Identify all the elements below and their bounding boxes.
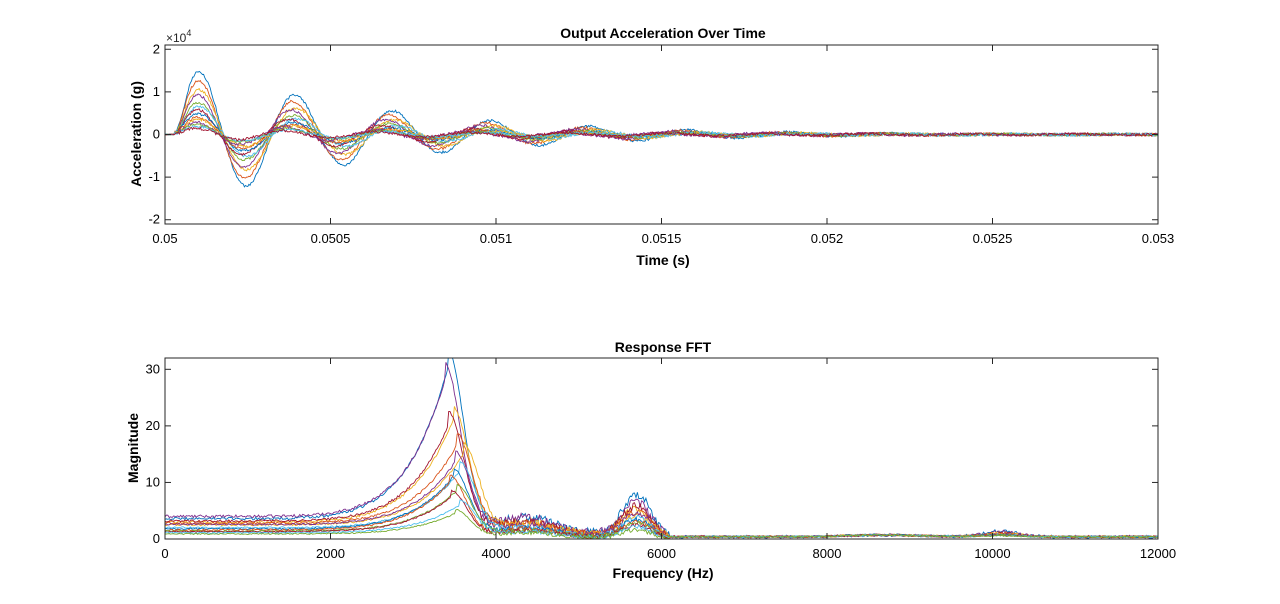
fft-x-tick-label: 2000 [316, 546, 345, 561]
fft-y-tick-label: 0 [153, 531, 160, 546]
acceleration-x-tick-label: 0.0505 [311, 231, 351, 246]
acceleration-x-tick-label: 0.0515 [642, 231, 682, 246]
fft-y-tick-label: 30 [146, 361, 160, 376]
acceleration-series-line [165, 125, 1158, 142]
acceleration-y-axis-label: Acceleration (g) [128, 81, 144, 187]
acceleration-series-line [165, 126, 1158, 142]
acceleration-x-tick-label: 0.052 [811, 231, 844, 246]
acceleration-x-tick-label: 0.053 [1142, 231, 1175, 246]
acceleration-ticks: 0.05 0.0505 0.051 0.0515 0.052 0.0525 0.053 -2 -… [148, 41, 1174, 246]
fft-x-tick-label: 0 [161, 546, 168, 561]
fft-y-tick-label: 10 [146, 474, 160, 489]
fft-chart-title: Response FFT [615, 339, 712, 355]
y-exponent-label: ×104 [166, 28, 191, 45]
fft-x-tick-label: 10000 [974, 546, 1010, 561]
acceleration-x-tick-label: 0.05 [152, 231, 177, 246]
acceleration-y-tick-label: -1 [148, 169, 160, 184]
acceleration-y-tick-label: 0 [153, 127, 160, 142]
fft-y-tick-label: 20 [146, 418, 160, 433]
acceleration-x-tick-label: 0.051 [480, 231, 513, 246]
acceleration-x-axis-label: Time (s) [636, 252, 689, 268]
acceleration-chart-title: Output Acceleration Over Time [560, 25, 766, 41]
fft-x-tick-label: 12000 [1140, 546, 1176, 561]
fft-subplot: Response FFT 0 2000 4000 6000 8000 10000 12000… [125, 339, 1176, 581]
fft-ticks: 0 2000 4000 6000 8000 10000 12000 0 10 20 30 [146, 358, 1176, 561]
acceleration-y-tick-label: 2 [153, 41, 160, 56]
acceleration-y-tick-label: 1 [153, 84, 160, 99]
acceleration-series-group [165, 70, 1158, 188]
fft-x-tick-label: 8000 [813, 546, 842, 561]
acceleration-subplot: Output Acceleration Over Time ×104 0.05 0… [128, 25, 1174, 268]
fft-x-axis-label: Frequency (Hz) [612, 565, 713, 581]
fft-x-tick-label: 4000 [482, 546, 511, 561]
acceleration-x-tick-label: 0.0525 [973, 231, 1013, 246]
acceleration-y-tick-label: -2 [148, 212, 160, 227]
fft-x-tick-label: 6000 [647, 546, 676, 561]
fft-y-axis-label: Magnitude [125, 413, 141, 483]
